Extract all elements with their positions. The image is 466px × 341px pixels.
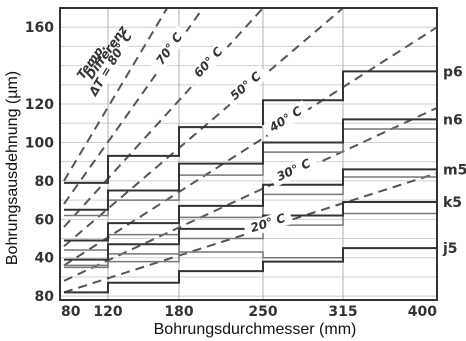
y-tick-label: 120 <box>25 97 54 113</box>
y-tick-label: 40 <box>35 251 55 267</box>
y-tick-label: 80 <box>35 174 55 190</box>
fit-label-p6: p6 <box>443 64 463 80</box>
y-tick-label: 100 <box>25 135 54 151</box>
fit-lower-bound <box>64 247 437 267</box>
y-tick-labels: 80 40 60 80 100 120 160 <box>25 20 54 305</box>
fit-label-m5: m5 <box>443 162 466 178</box>
y-tick-label: 60 <box>35 212 55 228</box>
fit-upper-bound <box>64 168 437 242</box>
temperature-label-bg <box>149 25 190 73</box>
temperature-label-bg <box>92 39 130 89</box>
fit-label-n6: n6 <box>443 112 463 128</box>
fit-class-labels: p6 n6 m5 k5 j5 <box>442 64 466 257</box>
plot-frame <box>59 7 438 301</box>
x-tick-label: 315 <box>328 304 357 320</box>
temperature-label: 60° C <box>191 44 225 80</box>
temperature-line <box>63 7 169 182</box>
fit-step-lines <box>64 70 437 294</box>
fit-label-k5: k5 <box>443 195 462 211</box>
temperature-label-bg <box>268 153 319 188</box>
y-tick-label: 160 <box>25 20 54 36</box>
temperature-label-bg <box>242 209 294 238</box>
y-tick-label: 80 <box>35 289 55 305</box>
x-tick-label: 250 <box>248 304 277 320</box>
temperature-label-bg <box>186 39 231 86</box>
temperature-label-bg <box>222 65 269 108</box>
x-axis-label: Bohrungsdurchmesser (mm) <box>154 321 357 338</box>
x-tick-label: 400 <box>408 304 437 320</box>
fit-upper-bound <box>64 118 437 211</box>
fit-upper-bound <box>64 201 437 261</box>
temperature-line <box>63 106 438 282</box>
x-tick-label: 180 <box>164 304 193 320</box>
fit-upper-bound <box>64 70 437 184</box>
x-tick-label: 80 <box>61 304 81 320</box>
x-tick-label: 120 <box>93 304 122 320</box>
temperature-label: 50° C <box>227 69 263 103</box>
temperature-line <box>63 7 264 228</box>
fit-upper-bound <box>64 247 437 294</box>
temperature-label: 30° C <box>274 156 312 184</box>
x-tick-labels: 80 120 180 250 315 400 <box>61 304 437 320</box>
temperature-label-bg <box>261 100 311 139</box>
y-axis-label: Bohrungsausdehnung (µm) <box>4 71 21 265</box>
temperature-line <box>63 26 438 267</box>
fit-label-j5: j5 <box>442 241 458 257</box>
